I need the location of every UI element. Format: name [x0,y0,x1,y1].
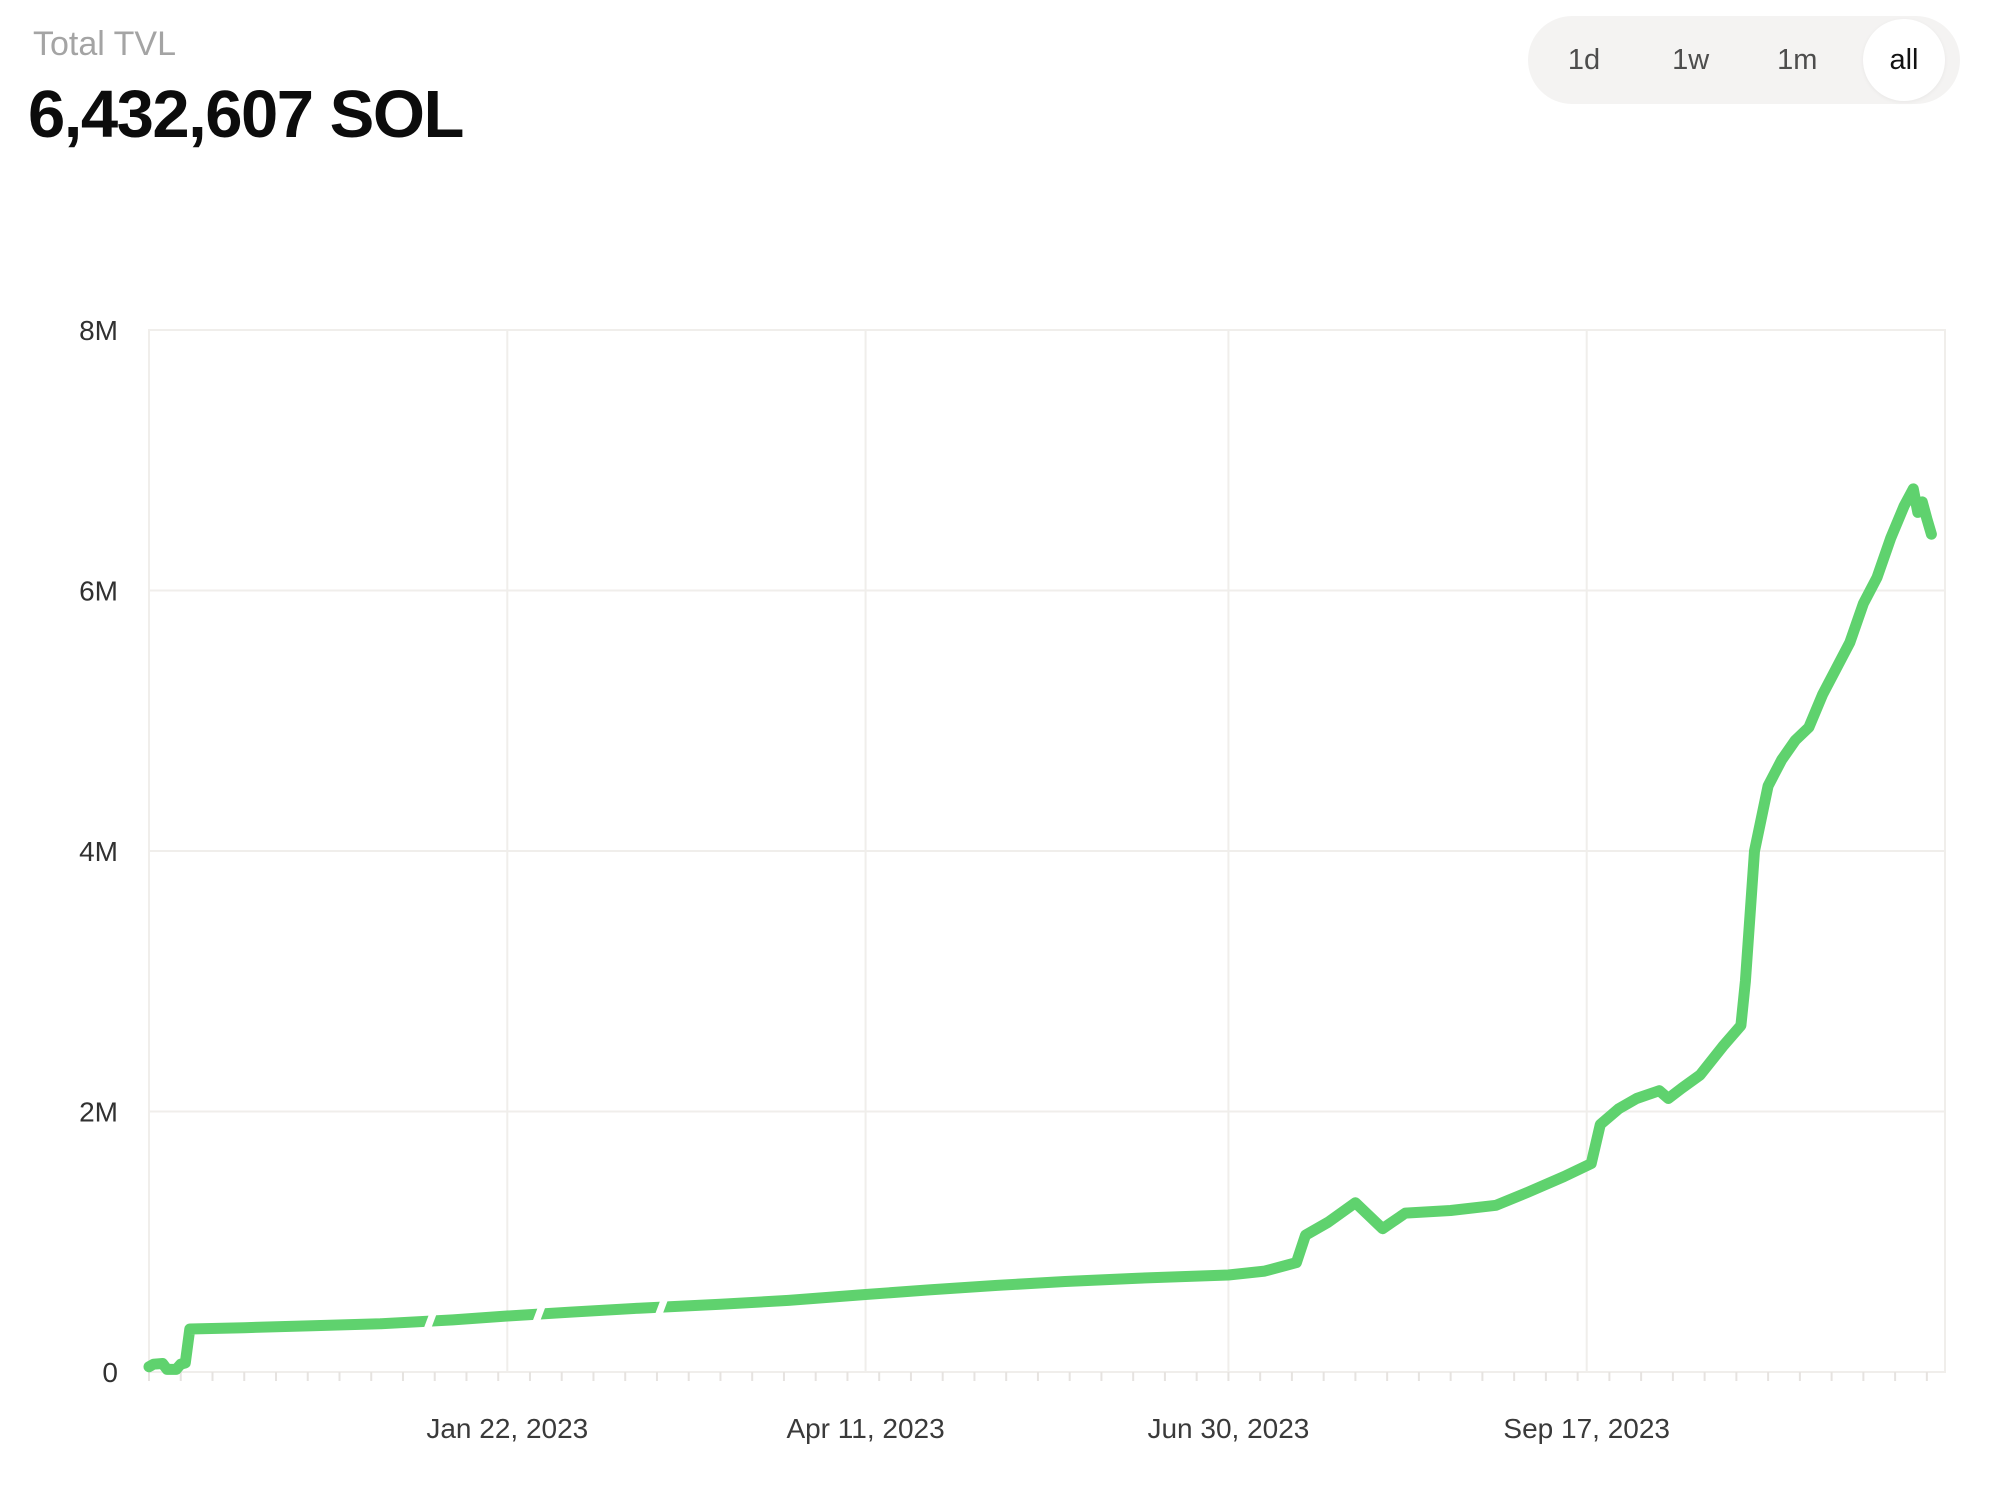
line-gap-marker [529,1294,549,1334]
time-range-selector: 1d 1w 1m all [1528,16,1960,104]
tvl-line [143,483,1937,1375]
y-axis-label: 6M [79,576,118,607]
x-axis-label: Apr 11, 2023 [786,1413,944,1444]
x-axis-label: Jun 30, 2023 [1147,1413,1309,1444]
x-axis-label: Sep 17, 2023 [1503,1413,1670,1444]
line-gap-marker [651,1287,671,1327]
plot-border [148,329,1946,1373]
y-axis-label: 0 [102,1357,118,1388]
range-button-1d[interactable]: 1d [1534,20,1634,100]
range-button-1w[interactable]: 1w [1641,20,1741,100]
total-tvl-value: 6,432,607 SOL [28,77,464,152]
y-axis-label: 8M [79,315,118,346]
chart-title: Total TVL [33,25,177,63]
x-axis-label: Jan 22, 2023 [426,1413,588,1444]
range-button-all[interactable]: all [1862,19,1945,101]
line-gap-marker [420,1301,440,1341]
y-axis-label: 2M [79,1097,118,1128]
range-button-1m[interactable]: 1m [1747,20,1847,100]
y-axis-label: 4M [79,836,118,867]
